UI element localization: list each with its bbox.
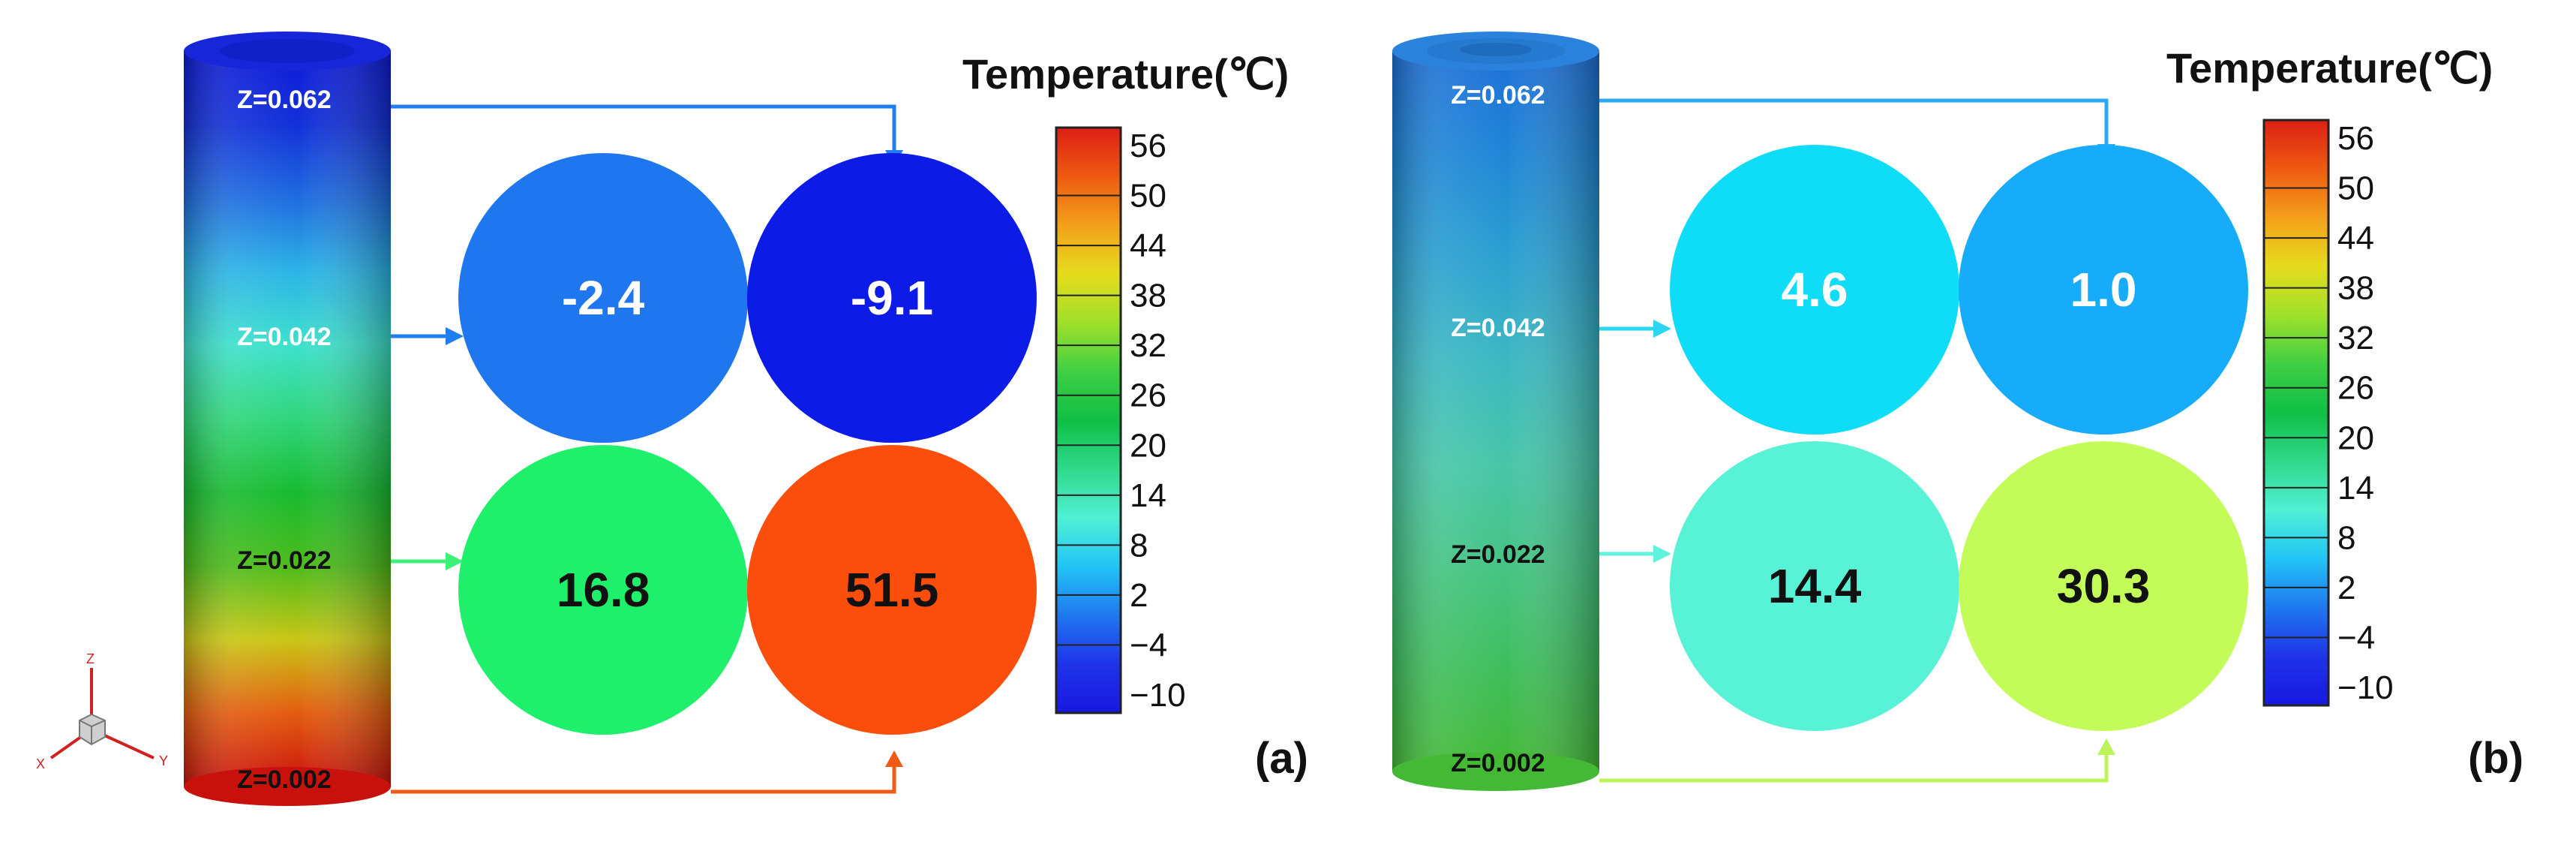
z-label-a-0: Z=0.062: [237, 86, 332, 114]
colorbar-title-a: Temperature(℃): [962, 50, 1289, 98]
axis-triad: Z X Y: [36, 651, 168, 771]
colorbar-tick-label-b: −10: [2337, 669, 2394, 706]
axis-x-label: X: [36, 756, 45, 771]
z-label-b-1: Z=0.042: [1451, 314, 1545, 342]
z-label-b-0: Z=0.062: [1451, 81, 1545, 110]
circle-a-bottom-right: [747, 445, 1037, 735]
colorbar-tick-label-b: 14: [2337, 470, 2374, 507]
arrows-a: [391, 104, 903, 794]
circle-a-value-1: -9.1: [851, 271, 933, 325]
cylinder-a: [184, 32, 391, 806]
colorbar-tick-label-a: −4: [1130, 627, 1167, 663]
colorbar-tick-label-a: 38: [1130, 278, 1166, 314]
cylinder-b: [1392, 32, 1599, 791]
circles-a: -2.4 -9.1 16.8 51.5: [458, 153, 1037, 735]
colorbar-tick-label-a: 44: [1130, 227, 1166, 264]
colorbar-tick-label-a: 50: [1130, 178, 1166, 215]
panel-label-b: (b): [2468, 734, 2523, 783]
z-label-a-1: Z=0.042: [237, 323, 332, 351]
colorbar-bar-b: [2262, 119, 2330, 707]
z-label-b-3: Z=0.002: [1451, 749, 1545, 777]
panel-a: Z=0.062 Z=0.042 Z=0.022 Z=0.002 -2.4 -9.…: [36, 32, 1308, 806]
colorbar-tick-label-b: 8: [2337, 519, 2355, 556]
colorbar-a: Temperature(℃) 56 50 44 38 32 26 20 14 8 2 −4 −10: [962, 50, 1289, 714]
circle-a-bottom-left: [458, 445, 748, 735]
colorbar-tick-label-b: 50: [2337, 170, 2374, 207]
circle-b-top-right: [1959, 145, 2248, 435]
colorbar-tick-label-a: −10: [1130, 677, 1186, 714]
circle-a-top-right: [747, 153, 1037, 443]
colorbar-title-b: Temperature(℃): [2166, 44, 2493, 92]
circles-b: 4.6 1.0 14.4 30.3: [1670, 145, 2248, 731]
z-label-b-2: Z=0.022: [1451, 540, 1545, 569]
circle-b-value-3: 30.3: [2057, 559, 2151, 613]
colorbar-bar-a: [1055, 126, 1122, 714]
colorbar-tick-label-b: 20: [2337, 419, 2374, 456]
colorbar-tick-label-b: 2: [2337, 570, 2355, 606]
panel-label-a: (a): [1255, 734, 1308, 783]
circle-a-value-0: -2.4: [562, 271, 645, 325]
panel-b: Z=0.062 Z=0.042 Z=0.022 Z=0.002 4.6 1.0 …: [1392, 32, 2523, 791]
colorbar-tick-label-b: 26: [2337, 370, 2374, 407]
axis-y-label: Y: [159, 753, 168, 768]
circle-b-bottom-right: [1959, 441, 2248, 731]
colorbar-tick-label-a: 32: [1130, 327, 1166, 364]
colorbar-tick-label-b: 56: [2337, 120, 2374, 157]
z-label-a-2: Z=0.022: [237, 546, 332, 575]
circle-b-top-left: [1670, 145, 1959, 435]
circle-a-value-2: 16.8: [557, 563, 650, 617]
axis-z-label: Z: [86, 651, 95, 666]
colorbar-tick-label-b: 32: [2337, 320, 2374, 356]
circle-b-bottom-left: [1670, 441, 1959, 731]
colorbar-tick-label-a: 14: [1130, 477, 1166, 514]
colorbar-tick-label-a: 8: [1130, 527, 1148, 564]
circle-a-value-3: 51.5: [845, 563, 939, 617]
colorbar-tick-label-b: 44: [2337, 220, 2374, 257]
circle-a-top-left: [458, 153, 748, 443]
colorbar-tick-label-b: −4: [2337, 619, 2375, 656]
colorbar-tick-label-a: 20: [1130, 427, 1166, 464]
colorbar-tick-label-a: 56: [1130, 128, 1166, 164]
colorbar-tick-label-a: 2: [1130, 577, 1148, 614]
circle-b-value-0: 4.6: [1782, 263, 1848, 317]
colorbar-b: Temperature(℃) 56 50 44 38 32 26 20 14 8 2 −4 −10: [2166, 44, 2493, 707]
colorbar-tick-label-a: 26: [1130, 377, 1166, 414]
colorbar-tick-label-b: 38: [2337, 270, 2374, 307]
z-label-a-3: Z=0.002: [237, 765, 332, 794]
circle-b-value-1: 1.0: [2070, 263, 2137, 317]
circle-b-value-2: 14.4: [1768, 559, 1862, 613]
